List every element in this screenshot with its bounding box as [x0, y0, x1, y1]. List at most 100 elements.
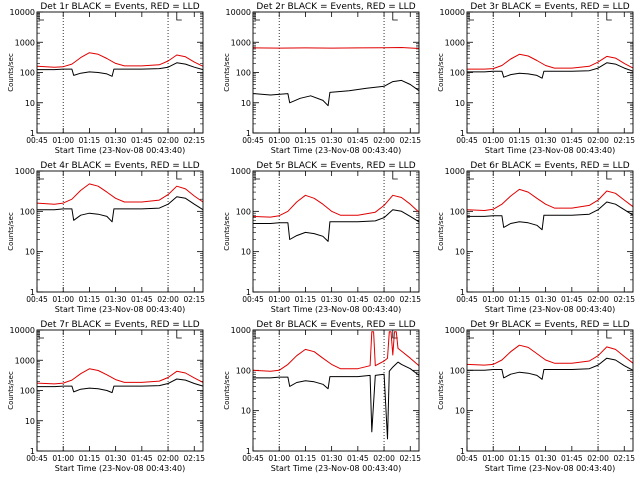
y-tick-label: 1: [30, 129, 35, 138]
y-tick-label: 1: [246, 288, 251, 297]
y-tick-label: 1: [246, 129, 251, 138]
x-tick-label: 02:00: [587, 295, 609, 304]
x-tick-label: 01:00: [482, 136, 504, 145]
x-tick-label: 01:00: [268, 136, 290, 145]
x-axis-label: Start Time (23-Nov-08 00:43:40): [55, 305, 185, 314]
x-tick-label: 01:15: [295, 295, 317, 304]
x-tick-label: 01:00: [52, 295, 74, 304]
time-marker: [468, 171, 474, 180]
x-tick-label: 00:45: [456, 295, 478, 304]
x-tick-label: 00:45: [456, 136, 478, 145]
y-tick-label: 1000: [231, 326, 251, 335]
x-axis-label: Start Time (23-Nov-08 00:43:40): [485, 305, 615, 314]
time-marker: [176, 12, 182, 21]
x-tick-label: 01:45: [347, 295, 369, 304]
y-tick-label: 10: [455, 99, 465, 108]
plot-frame: [36, 329, 204, 452]
x-tick-label: 01:15: [79, 454, 101, 463]
x-axis-label: Start Time (23-Nov-08 00:43:40): [485, 146, 615, 155]
y-tick-label: 10: [241, 407, 251, 416]
y-tick-label: 100: [20, 207, 35, 216]
x-tick-label: 00:45: [26, 295, 48, 304]
y-tick-label: 100: [236, 207, 251, 216]
series-line-black: [37, 62, 204, 77]
chart-title: Det 6r BLACK = Events, RED = LLD: [470, 161, 629, 171]
x-tick-label: 01:00: [268, 295, 290, 304]
time-marker: [606, 12, 612, 21]
chart-title: Det 2r BLACK = Events, RED = LLD: [256, 2, 415, 12]
series-line-red: [36, 52, 204, 68]
time-marker: [606, 171, 612, 180]
y-tick-label: 1: [460, 288, 465, 297]
y-axis-label: Counts/sec: [223, 371, 231, 410]
y-tick-label: 1: [460, 129, 465, 138]
plot-frame: [466, 170, 634, 293]
y-tick-label: 100: [450, 366, 465, 375]
chart-panel-1: Det 1r BLACK = Events, RED = LLD 1 10 100 10…: [7, 2, 205, 155]
x-tick-label: 01:45: [347, 136, 369, 145]
chart-panel-3: Det 3r BLACK = Events, RED = LLD 1 10 100 10…: [437, 2, 635, 155]
x-tick-label: 02:00: [587, 136, 609, 145]
plot-frame: [36, 11, 204, 134]
time-marker: [38, 330, 44, 339]
time-marker: [38, 12, 44, 21]
chart-title: Det 8r BLACK = Events, RED = LLD: [256, 320, 415, 330]
time-marker: [606, 330, 612, 339]
chart-panel-2: Det 2r BLACK = Events, RED = LLD 1 10 100 10…: [223, 2, 421, 155]
y-tick-label: 10: [241, 248, 251, 257]
x-tick-label: 01:30: [105, 295, 127, 304]
time-marker: [254, 12, 260, 21]
y-tick-label: 1000: [231, 38, 251, 47]
x-tick-label: 00:45: [26, 136, 48, 145]
x-tick-label: 01:45: [131, 136, 153, 145]
series-line-black: [467, 62, 634, 79]
series-line-black: [37, 378, 204, 394]
x-tick-label: 00:45: [26, 454, 48, 463]
x-tick-label: 01:00: [482, 454, 504, 463]
y-tick-label: 100: [236, 366, 251, 375]
x-axis-label: Start Time (23-Nov-08 00:43:40): [55, 464, 185, 473]
x-tick-label: 01:30: [105, 454, 127, 463]
y-tick-label: 1: [246, 447, 251, 456]
x-tick-label: 02:15: [399, 454, 421, 463]
x-axis-label: Start Time (23-Nov-08 00:43:40): [271, 305, 401, 314]
x-tick-label: 01:30: [321, 454, 343, 463]
series-line-black: [253, 209, 420, 242]
y-tick-label: 10000: [440, 8, 465, 17]
x-tick-label: 02:15: [399, 136, 421, 145]
series-line-red: [252, 331, 420, 372]
time-marker: [176, 330, 182, 339]
y-tick-label: 1: [30, 447, 35, 456]
y-axis-label: Counts/sec: [223, 53, 231, 92]
x-tick-label: 00:45: [242, 136, 264, 145]
chart-title: Det 3r BLACK = Events, RED = LLD: [470, 2, 629, 12]
x-tick-label: 02:00: [157, 295, 179, 304]
y-axis-label: Counts/sec: [437, 53, 445, 92]
x-tick-label: 01:30: [535, 454, 557, 463]
x-tick-label: 01:15: [509, 454, 531, 463]
series-line-red: [467, 53, 634, 70]
y-tick-label: 1000: [231, 167, 251, 176]
series-line-black: [253, 361, 420, 440]
x-tick-label: 01:15: [509, 295, 531, 304]
y-tick-label: 1000: [15, 356, 35, 365]
time-marker: [176, 171, 182, 180]
series-line-red: [36, 368, 204, 385]
x-tick-label: 01:30: [535, 295, 557, 304]
x-tick-label: 02:00: [587, 454, 609, 463]
y-tick-label: 100: [20, 69, 35, 78]
plot-frame: [466, 329, 634, 452]
y-axis-label: Counts/sec: [7, 53, 15, 92]
series-line-black: [252, 79, 420, 107]
chart-panel-9: Det 9r BLACK = Events, RED = LLD 1 10 100 10…: [437, 320, 635, 473]
x-tick-label: 02:15: [183, 136, 205, 145]
y-tick-label: 1000: [15, 167, 35, 176]
chart-title: Det 4r BLACK = Events, RED = LLD: [40, 161, 199, 171]
y-tick-label: 10000: [10, 8, 35, 17]
series-line-red: [466, 188, 634, 211]
series-line-black: [467, 357, 634, 380]
x-tick-label: 01:00: [268, 454, 290, 463]
y-tick-label: 10000: [10, 326, 35, 335]
x-tick-label: 01:45: [561, 454, 583, 463]
